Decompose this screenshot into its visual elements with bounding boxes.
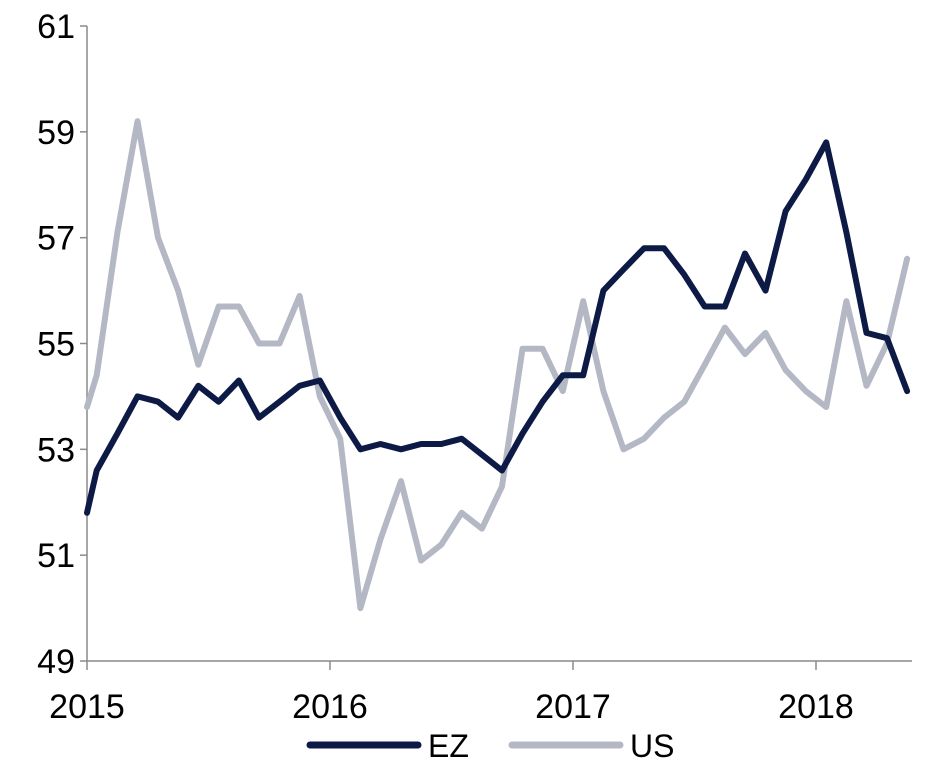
x-tick-label: 2017 (535, 688, 611, 726)
y-tick-label: 53 (37, 431, 75, 469)
x-tick-label: 2015 (49, 688, 125, 726)
y-tick-label: 59 (37, 114, 75, 152)
y-tick-label: 55 (37, 326, 75, 364)
series-line-us (84, 118, 911, 612)
y-tick-label: 51 (37, 537, 75, 575)
series-line-ez (84, 139, 911, 516)
y-axis: 49 51 53 55 57 59 61 (37, 8, 88, 681)
legend-label-ez: EZ (428, 728, 469, 763)
y-tick-label: 57 (37, 220, 75, 258)
legend-label-us: US (630, 728, 674, 763)
x-tick-label: 2018 (778, 688, 854, 726)
series-layer (84, 118, 911, 612)
legend: EZ US (306, 728, 674, 763)
y-tick-label: 49 (37, 643, 75, 681)
x-axis: 2015 2016 2017 2018 (49, 660, 912, 726)
x-tick-label: 2016 (292, 688, 368, 726)
y-tick-label: 61 (37, 8, 75, 46)
